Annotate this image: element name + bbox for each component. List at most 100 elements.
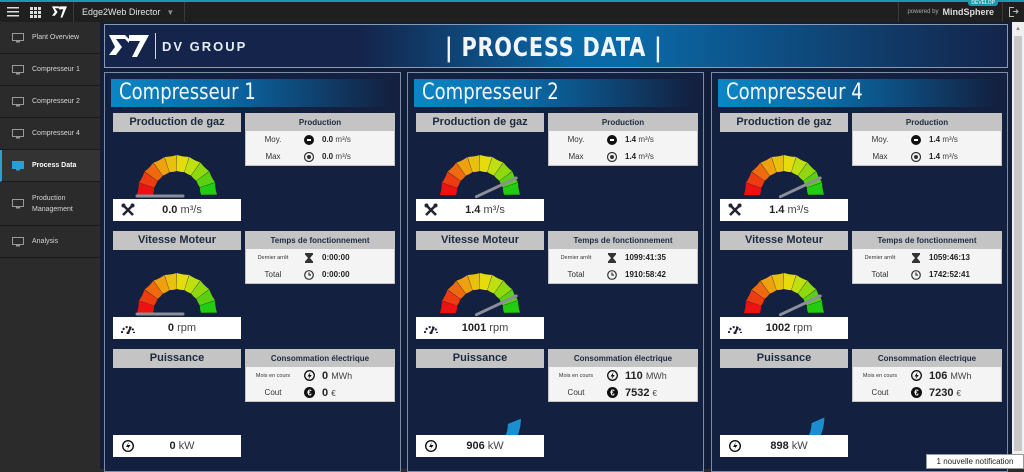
scrollbar-thumb[interactable] [1014, 36, 1022, 451]
sidebar-item-plant-overview[interactable]: Plant Overview [0, 22, 100, 54]
power-heading: Puissance [720, 349, 848, 368]
euro-icon: € [300, 387, 318, 398]
max-gauge-icon [603, 151, 621, 162]
hamburger-menu-icon[interactable] [4, 2, 22, 22]
production-average-row: Moy. 0.0 m³/s [264, 134, 351, 145]
consumption-info-card: Consommation électrique Mois en cours 0 … [245, 349, 395, 402]
mindsphere-name: MindSphere [942, 7, 994, 17]
hourglass-icon [603, 252, 621, 263]
main-content: DV GROUP | PROCESS DATA | Compresseur 1 … [100, 22, 1012, 472]
company-name: DV GROUP [162, 38, 248, 54]
total-runtime-row: Total 0:00:00 [264, 269, 350, 280]
production-info-card: Production Moy. 0.0 m³/s Max 0.0 m³/s [245, 113, 395, 166]
average-icon [603, 134, 621, 145]
gas-production-value: 1.4 m³/s [720, 199, 848, 221]
average-icon [907, 134, 925, 145]
motor-speed-value: 1002 rpm [720, 317, 848, 339]
power-value: 898 kW [720, 435, 848, 457]
sidebar-item-compresseur-2[interactable]: Compresseur 2 [0, 86, 100, 118]
motor-speed-heading: Vitesse Moteur [720, 231, 848, 250]
hourglass-icon [300, 252, 318, 263]
notification-toast[interactable]: 1 nouvelle notification [926, 454, 1024, 469]
powered-by-text: powered by [907, 9, 939, 15]
gas-production-value: 0.0 m³/s [113, 199, 241, 221]
power-value: 0 kW [113, 435, 241, 457]
production-info-card: Production Moy. 1.4 m³/s Max 1.4 m³/s [548, 113, 698, 166]
consumption-info-card: Consommation électrique Mois en cours 10… [852, 349, 1002, 402]
power-gauge [436, 418, 524, 439]
motor-speed-gauge [744, 273, 824, 317]
dv-logo-icon [52, 2, 74, 22]
monitor-icon [12, 128, 24, 138]
runtime-info-card: Temps de fonctionnement Dernier arrêt 0:… [245, 231, 395, 284]
max-gauge-icon [907, 151, 925, 162]
power-heading: Puissance [416, 349, 544, 368]
production-info-card: Production Moy. 1.4 m³/s Max 1.4 m³/s [852, 113, 1002, 166]
page-title: | PROCESS DATA | [445, 33, 663, 63]
dv-logo-icon [109, 35, 149, 57]
month-consumption-row: Mois en cours 0 MWh [255, 369, 353, 382]
lightning-icon [300, 370, 318, 381]
svg-text:€: € [610, 388, 615, 397]
average-icon [300, 134, 318, 145]
compressor-panel-2: Compresseur 2 Production de gaz 1.4 m³/s… [407, 72, 704, 472]
euro-icon: € [907, 387, 925, 398]
euro-icon: € [603, 387, 621, 398]
gas-production-gauge [135, 155, 217, 198]
runtime-info-card: Temps de fonctionnement Dernier arrêt 10… [548, 231, 698, 284]
total-runtime-row: Total 1742:52:41 [871, 269, 970, 280]
motor-speed-value: 1001 rpm [416, 317, 544, 339]
month-consumption-row: Mois en cours 106 MWh [862, 369, 972, 382]
monitor-icon [12, 198, 24, 208]
gas-production-gauge [440, 155, 520, 199]
monitor-icon [12, 236, 24, 246]
app-name: Edge2Web Director [82, 7, 161, 17]
cost-row: Cout € 0 € [264, 386, 336, 399]
scroll-up-arrow-icon[interactable]: ▲ [1015, 26, 1021, 32]
lightning-icon [603, 370, 621, 381]
svg-text:€: € [307, 388, 312, 397]
app-grid-icon[interactable] [26, 2, 44, 22]
logout-icon [1008, 7, 1019, 17]
logout-button[interactable] [1002, 2, 1024, 22]
sidebar-item-compresseur-1[interactable]: Compresseur 1 [0, 54, 100, 86]
gas-production-heading: Production de gaz [720, 113, 848, 132]
sidebar-item-process-data[interactable]: Process Data [0, 150, 100, 182]
lightning-icon [416, 440, 446, 452]
compressor-tools-icon [720, 203, 750, 217]
power-gauge [740, 417, 828, 439]
motor-speed-heading: Vitesse Moteur [113, 231, 241, 250]
compressor-panel-3: Compresseur 4 Production de gaz 1.4 m³/s… [711, 72, 1008, 472]
consumption-info-card: Consommation électrique Mois en cours 11… [548, 349, 698, 402]
app-selector[interactable]: Edge2Web Director ▼ [82, 2, 186, 22]
clock-icon [907, 269, 925, 280]
panel-title: Compresseur 2 [414, 79, 694, 107]
panel-title: Compresseur 4 [718, 79, 998, 107]
env-badge: DEVELOP [968, 0, 998, 6]
power-value: 906 kW [416, 435, 544, 457]
monitor-icon [12, 96, 24, 106]
production-average-row: Moy. 1.4 m³/s [567, 134, 654, 145]
last-stop-row: Dernier arrêt 1059:46:13 [864, 252, 970, 263]
production-max-row: Max 1.4 m³/s [568, 151, 654, 162]
motor-speed-gauge [135, 273, 217, 316]
gas-production-heading: Production de gaz [113, 113, 241, 132]
production-average-row: Moy. 1.4 m³/s [871, 134, 958, 145]
sidebar-item-compresseur-4[interactable]: Compresseur 4 [0, 118, 100, 150]
compressor-panel-1: Compresseur 1 Production de gaz 0.0 m³/s… [104, 72, 401, 472]
sidebar-item-production-management[interactable]: Production Management [0, 182, 100, 226]
monitor-icon [12, 32, 24, 42]
vertical-scrollbar[interactable]: ▲ [1012, 22, 1024, 469]
motor-speed-value: 0 rpm [113, 317, 241, 339]
caret-down-icon: ▼ [166, 7, 175, 17]
lightning-icon [113, 440, 143, 452]
top-bar: Edge2Web Director ▼ powered by MindSpher… [0, 0, 1024, 22]
last-stop-row: Dernier arrêt 0:00:00 [257, 252, 350, 263]
production-max-row: Max 0.0 m³/s [265, 151, 351, 162]
sidebar: Plant Overview Compresseur 1 Compresseur… [0, 22, 100, 469]
compressor-tools-icon [113, 203, 143, 217]
power-gauge [133, 434, 221, 439]
sidebar-item-analysis[interactable]: Analysis [0, 226, 100, 258]
lightning-icon [720, 440, 750, 452]
production-max-row: Max 1.4 m³/s [872, 151, 958, 162]
